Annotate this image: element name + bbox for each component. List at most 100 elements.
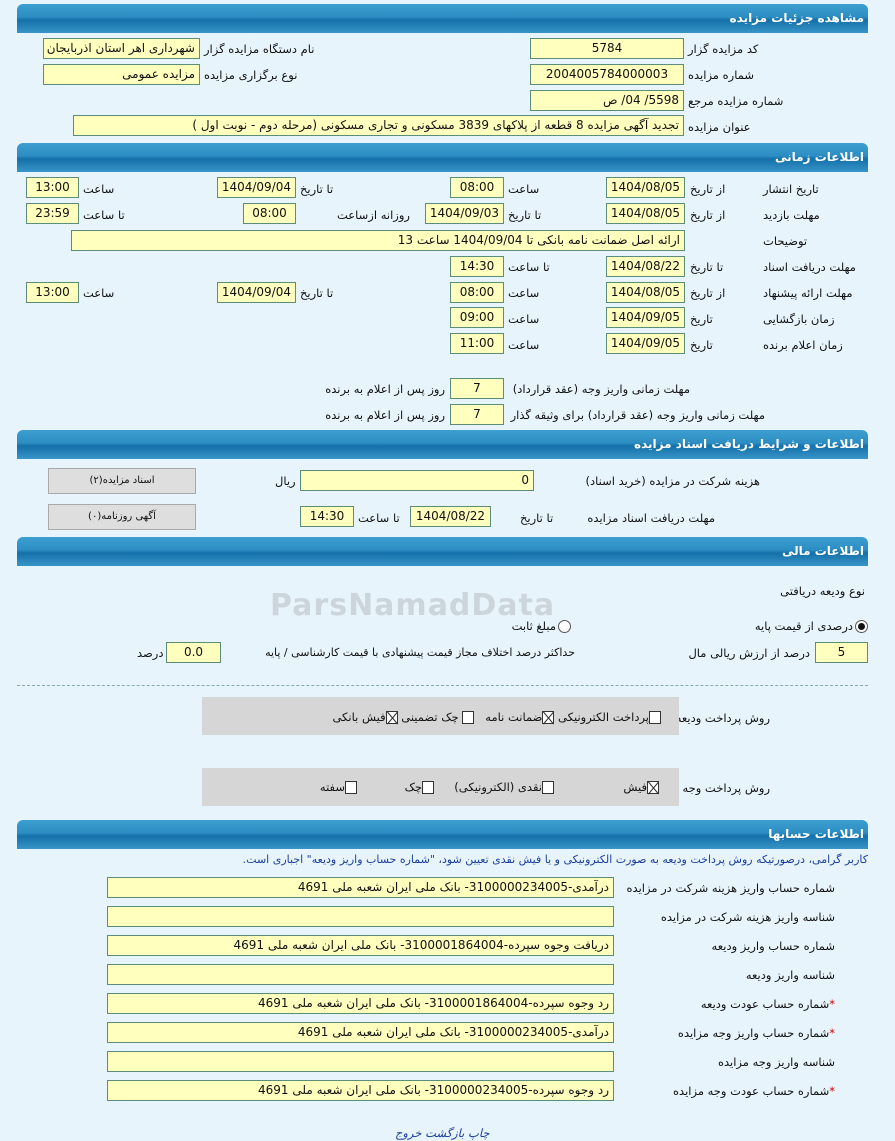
num-label: شماره مزایده: [688, 68, 754, 82]
visit-to-time: 23:59: [26, 203, 79, 224]
checkbox-label: نقدی (الکترونیکی): [454, 780, 542, 794]
radio-fixed[interactable]: [558, 620, 571, 633]
radio-fixed-label: مبلغ ثابت: [511, 619, 556, 633]
checkbox-guarantee[interactable]: [542, 711, 555, 724]
account-field: رد وجوه سپرده-3100000234005- بانک ملی ای…: [107, 1080, 614, 1101]
fee-field: 0: [300, 470, 534, 491]
watermark: ParsNamadData: [270, 588, 556, 623]
offer-from-time: 08:00: [450, 282, 504, 303]
checkbox-cheque[interactable]: [422, 781, 434, 794]
checkbox-label: پرداخت الکترونیکی: [558, 710, 649, 724]
auction-docs-button[interactable]: اسناد مزایده(۲): [48, 468, 196, 494]
checkbox-bank-slip[interactable]: [385, 711, 398, 724]
account-label-text: شناسه واریز وجه مزایده: [717, 1055, 835, 1069]
footer-links: چاپ بازگشت خروج: [395, 1126, 490, 1140]
section-financial-header: اطلاعات مالی: [17, 537, 868, 566]
checkbox-fish[interactable]: [647, 781, 659, 794]
checkbox-electronic[interactable]: [649, 711, 661, 724]
offer-to-time: 13:00: [26, 282, 79, 303]
percent-field: 5: [815, 642, 868, 663]
to-date-label: تا تاریخ: [300, 286, 334, 300]
pay2-field: 7: [450, 404, 504, 425]
account-label-text: شماره حساب واریز هزینه شرکت در مزایده: [626, 881, 835, 895]
payment-method-fish: فیش: [623, 780, 659, 794]
accounts-note: کاربر گرامی، درصورتیکه روش پرداخت ودیعه …: [242, 853, 868, 866]
visit-label: مهلت بازدید: [763, 208, 820, 222]
deposit-type-label: نوع ودیعه دریافتی: [780, 584, 865, 598]
account-label-text: شماره حساب واریز ودیعه: [711, 939, 835, 953]
account-label-text: شناسه واریز ودیعه: [745, 968, 835, 982]
section-accounts-header: اطلاعات حسابها: [17, 820, 868, 849]
to-date-label: تا تاریخ: [520, 511, 554, 525]
radio-percent-label: درصدی از قیمت پایه: [754, 619, 853, 633]
to-date-label: تا تاریخ: [690, 260, 724, 274]
payment-method-cash: نقدی (الکترونیکی): [454, 780, 554, 794]
newspaper-ad-button[interactable]: آگهی روزنامه(۰): [48, 504, 196, 530]
type-field: مزایده عمومی: [43, 64, 200, 85]
account-label: *شماره حساب عودت ودیعه: [701, 997, 835, 1011]
account-label: *شماره حساب عودت وجه مزایده: [673, 1084, 835, 1098]
payment-methods-box: فیش نقدی (الکترونیکی) چک سفته: [202, 768, 679, 806]
publish-from: 1404/08/05: [606, 177, 685, 198]
to-time-label: تا ساعت: [358, 511, 400, 525]
account-label: شماره حساب واریز هزینه شرکت در مزایده: [627, 881, 835, 895]
publish-label: تاریخ انتشار: [763, 182, 819, 196]
section-docs-header: اطلاعات و شرایط دریافت اسناد مزایده: [17, 430, 868, 459]
visit-from: 1404/08/05: [606, 203, 685, 224]
winner-date: 1404/09/05: [606, 333, 685, 354]
account-label: شناسه واریز هزینه شرکت در مزایده: [661, 910, 835, 924]
days-suffix: روز پس از اعلام به برنده: [325, 382, 445, 396]
visit-daily-from: 08:00: [243, 203, 296, 224]
winner-time: 11:00: [450, 333, 504, 354]
fee-label: هزینه شرکت در مزایده (خرید اسناد): [585, 474, 761, 488]
deposit-method-label: روش پرداخت ودیعه: [675, 711, 770, 725]
checkbox-cash[interactable]: [542, 781, 554, 794]
account-label: شناسه واریز ودیعه: [746, 968, 835, 982]
offer-label: مهلت ارائه پیشنهاد: [763, 286, 853, 300]
opening-date: 1404/09/05: [606, 307, 685, 328]
radio-percent[interactable]: [855, 620, 868, 633]
print-link[interactable]: چاپ: [468, 1126, 490, 1140]
back-link[interactable]: بازگشت: [425, 1126, 465, 1140]
account-label: *شماره حساب واریز وجه مزایده: [678, 1026, 835, 1040]
checkbox-promissory[interactable]: [345, 781, 357, 794]
pay2-label: مهلت زمانی واریز وجه (عقد قرارداد) برای …: [510, 408, 765, 422]
payment-method-cheque: چک: [405, 780, 434, 794]
account-field: [107, 964, 614, 985]
daily-from-label: روزانه ازساعت: [337, 208, 410, 222]
code-label: کد مزایده گزار: [688, 42, 759, 56]
to-date-label: تا تاریخ: [300, 182, 334, 196]
account-field: دریافت وجوه سپرده-3100001864004- بانک مل…: [107, 935, 614, 956]
checkbox-label: فیش: [623, 780, 647, 794]
time-label: ساعت: [508, 312, 540, 326]
ref-field: 5598/ 04/ ص: [530, 90, 684, 111]
time-label: ساعت: [508, 182, 540, 196]
account-field: [107, 1051, 614, 1072]
time-label: ساعت: [83, 286, 115, 300]
account-label: شناسه واریز وجه مزایده: [718, 1055, 835, 1069]
to-date-label: تا تاریخ: [508, 208, 542, 222]
notes-field: ارائه اصل ضمانت نامه بانکی تا 1404/09/04…: [71, 230, 685, 251]
winner-label: زمان اعلام برنده: [763, 338, 843, 352]
date-label: تاریخ: [690, 338, 713, 352]
account-field: [107, 906, 614, 927]
opening-label: زمان بازگشایی: [763, 312, 835, 326]
date-label: تاریخ: [690, 312, 713, 326]
org-field: شهرداری اهر استان اذربایجان: [43, 38, 200, 59]
required-mark: *: [829, 1026, 835, 1040]
code-field: 5784: [530, 38, 684, 59]
currency-label: ریال: [275, 474, 296, 488]
account-field: درآمدی-3100000234005- بانک ملی ایران شعب…: [107, 877, 614, 898]
publish-from-time: 08:00: [450, 177, 504, 198]
publish-to: 1404/09/04: [217, 177, 296, 198]
exit-link[interactable]: خروج: [395, 1126, 422, 1140]
account-label-text: شماره حساب واریز وجه مزایده: [677, 1026, 830, 1040]
account-label: شماره حساب واریز ودیعه: [712, 939, 835, 953]
required-mark: *: [829, 1084, 835, 1098]
type-label: نوع برگزاری مزایده: [204, 68, 298, 82]
payment-method-note: سفته: [320, 780, 357, 794]
section-auction-details-header: مشاهده جزئیات مزایده: [17, 4, 868, 33]
subject-label: عنوان مزایده: [688, 120, 751, 134]
deposit-methods: پرداخت الکترونیکی ضمانت نامه چک تضمینی ف…: [332, 710, 661, 724]
checkbox-cheque[interactable]: [462, 711, 475, 724]
